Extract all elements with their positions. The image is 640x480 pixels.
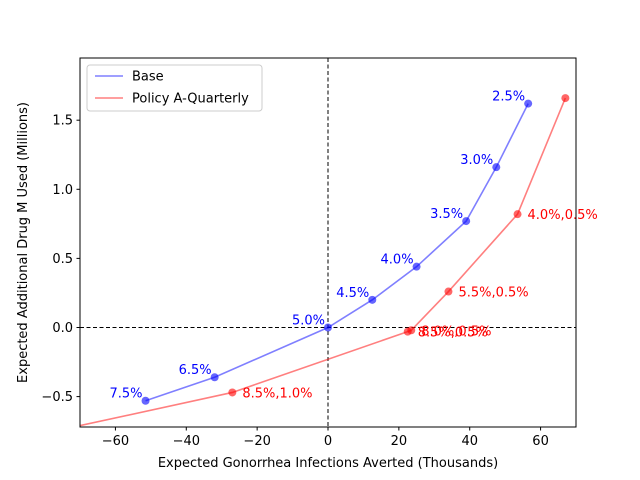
point-label: 3.0% [460,153,493,168]
data-point [324,323,332,332]
x-tick-label: −20 [243,434,270,449]
point-labels: 2.5% 3.0% 3.5% 4.0% 4.5% 5.0% 6.5% 7.5% 4.0%,0.5… [110,90,598,402]
point-label: 8.0%,0.5% [421,324,491,339]
legend: Base Policy A-Quarterly [86,64,263,112]
data-point [210,373,219,382]
data-point [412,262,421,271]
x-tick-label: −60 [102,434,129,449]
data-point [368,295,377,304]
series-layer [80,94,570,427]
data-point [462,217,471,226]
x-tick-label: 20 [391,434,408,449]
data-point [524,99,533,108]
x-tick-label: 40 [461,434,478,449]
y-tick-label: −0.5 [41,390,73,405]
data-point [492,163,501,172]
y-axis-label: Expected Additional Drug M Used (Million… [16,102,31,383]
point-label: 2.5% [492,90,525,105]
point-label: 4.5% [336,286,369,301]
y-tick-label: 1.0 [52,183,73,198]
x-tick-label: −40 [173,434,200,449]
point-label: 8.5%,1.0% [242,386,312,401]
data-point [561,94,570,103]
data-point [403,327,412,336]
point-label: 5.0% [292,313,325,328]
data-point [141,396,150,405]
y-tick-label: 0.5 [52,252,73,267]
series-line-0 [145,103,529,402]
y-tick-label: 1.5 [52,114,73,129]
x-tick-label: 0 [324,434,332,449]
point-label: 8.5%,0.5% [418,326,488,341]
data-point [228,388,237,397]
point-label: 6.5% [179,363,212,378]
data-point [444,287,453,296]
point-label: 3.5% [430,207,463,222]
y-axis-ticks: −0.5 0.0 0.5 1.0 1.5 [41,114,80,405]
legend-label: Policy A-Quarterly [132,92,249,107]
point-label: 4.0% [381,253,414,268]
point-label: 4.0%,0.5% [528,208,598,223]
point-label: 5.5%,0.5% [458,286,528,301]
data-point [513,210,522,219]
legend-box [86,64,263,112]
point-label: 7.5% [110,387,143,402]
legend-label: Base [132,70,164,85]
x-axis-ticks: −60 −40 −20 0 20 40 60 [102,427,549,449]
x-axis-label: Expected Gonorrhea Infections Averted (T… [158,456,498,471]
x-tick-label: 60 [532,434,549,449]
y-tick-label: 0.0 [52,321,73,336]
